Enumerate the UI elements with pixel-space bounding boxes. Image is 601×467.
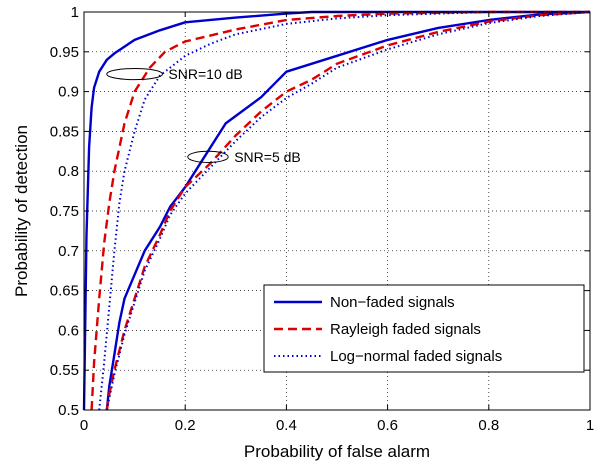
legend: Non−faded signals Rayleigh faded signals L…: [263, 284, 585, 373]
legend-label: Rayleigh faded signals: [330, 321, 481, 338]
series-line-non-faded-signals-snr-5-db: [105, 10, 591, 411]
annotation-ellipse: [106, 68, 163, 81]
x-tick-label: 0.8: [478, 417, 499, 434]
y-tick-label: 0.65: [50, 283, 79, 300]
x-tick-label: 0.2: [175, 417, 196, 434]
y-tick-label: 0.95: [50, 44, 79, 61]
y-tick-label: 0.7: [58, 243, 79, 260]
annotation-label: SNR=5 dB: [234, 149, 301, 165]
y-tick-label: 0.8: [58, 163, 79, 180]
x-tick-label: 0.4: [276, 417, 297, 434]
annotation-label: SNR=10 dB: [168, 66, 242, 82]
x-tick-label: 0.6: [377, 417, 398, 434]
y-axis-label: Probability of detection: [12, 125, 31, 297]
annotations-group: SNR=10 dB SNR=5 dB: [106, 66, 301, 165]
series-line-rayleigh-faded-signals-snr-5-db: [105, 10, 591, 411]
x-tick-label: 0: [80, 417, 88, 434]
series-line-log-normal-faded-signals-snr-10-db: [98, 11, 590, 411]
legend-label: Log−normal faded signals: [330, 348, 502, 365]
axis-ticks: 0 0.2 0.4 0.6 0.8 1 0.5 0.55 0.6 0.65 0.7 0.75 0.8 0.…: [50, 4, 594, 434]
y-tick-label: 0.9: [58, 84, 79, 101]
y-tick-label: 0.55: [50, 362, 79, 379]
legend-label: Non−faded signals: [330, 294, 455, 311]
y-tick-label: 0.6: [58, 322, 79, 339]
x-tick-label: 1: [586, 417, 594, 434]
series-line-rayleigh-faded-signals-snr-10-db: [90, 10, 590, 411]
y-tick-label: 0.85: [50, 123, 79, 140]
annotation-ellipse: [187, 150, 229, 163]
y-tick-label: 1: [71, 4, 79, 21]
y-tick-label: 0.75: [50, 203, 79, 220]
x-axis-label: Probability of false alarm: [244, 442, 430, 461]
y-tick-label: 0.5: [58, 402, 79, 419]
